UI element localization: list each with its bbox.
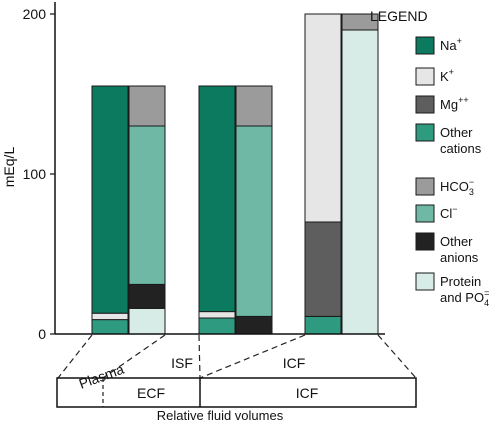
bar-segment-na bbox=[198, 85, 236, 313]
legend-label-prot: Protein and PO4= bbox=[440, 274, 489, 308]
connector-line bbox=[57, 334, 93, 379]
bar-segment-oc bbox=[198, 317, 236, 335]
legend-swatch-k bbox=[415, 67, 435, 86]
legend-label-mg: Mg++ bbox=[440, 95, 469, 112]
connector-line bbox=[199, 334, 306, 379]
volume-segment-label: ECF bbox=[137, 385, 165, 401]
legend-swatch-cl bbox=[415, 204, 435, 223]
volume-bar-caption: Relative fluid volumes bbox=[157, 408, 284, 423]
bar-segment-hco3 bbox=[341, 13, 379, 31]
legend-title: LEGEND bbox=[370, 8, 428, 24]
bars-layer bbox=[91, 13, 379, 335]
compartment-label: Plasma bbox=[77, 361, 127, 392]
legend-label-cl: Cl− bbox=[440, 204, 458, 221]
y-ticks: 0 100 200 bbox=[23, 6, 55, 342]
bar-segment-cl bbox=[235, 125, 273, 317]
bar-segment-oa bbox=[128, 283, 166, 309]
connector-lines bbox=[57, 334, 417, 379]
legend-swatch-mg bbox=[415, 95, 435, 114]
volume-bar: ECF ICF bbox=[56, 377, 417, 408]
legend-label-na: Na+ bbox=[440, 36, 462, 53]
bar-segment-prot bbox=[341, 29, 379, 335]
legend-swatch-prot bbox=[415, 272, 435, 291]
legend: LEGEND Na+ K+ Mg++ Other cations HCO3− Cl− Othe… bbox=[370, 8, 489, 308]
connector-line bbox=[377, 334, 417, 379]
bar-segment-na bbox=[91, 85, 129, 314]
legend-label-hco3: HCO3− bbox=[440, 177, 474, 197]
connector-line bbox=[102, 334, 166, 379]
bar-segment-prot bbox=[128, 307, 166, 335]
bar-segment-mg bbox=[304, 221, 342, 317]
bar-segment-cl bbox=[128, 125, 166, 285]
bar-segment-k bbox=[91, 312, 129, 321]
volume-segment-label: ICF bbox=[296, 385, 319, 401]
compartment-labels: Plasma ISF ICF bbox=[77, 355, 306, 392]
bar-segment-hco3 bbox=[128, 85, 166, 127]
legend-swatch-oc bbox=[415, 123, 435, 142]
bar-segment-k bbox=[304, 13, 342, 223]
compartment-label: ICF bbox=[283, 355, 306, 371]
y-tick-label: 100 bbox=[23, 166, 47, 182]
connector-line bbox=[198, 334, 201, 379]
compartment-label: ISF bbox=[171, 355, 193, 371]
bar-segment-oc bbox=[304, 315, 342, 335]
bar-segment-oc bbox=[91, 319, 129, 335]
bar-segment-k bbox=[198, 311, 236, 319]
legend-label-oc: Other cations bbox=[440, 125, 482, 156]
bar-segment-oa bbox=[235, 315, 273, 335]
volume-bar-frame bbox=[56, 377, 417, 408]
y-axis: 0 100 200 mEq/L bbox=[1, 2, 56, 342]
legend-swatch-oa bbox=[415, 232, 435, 251]
legend-label-oa: Other anions bbox=[440, 234, 479, 265]
legend-label-k: K+ bbox=[440, 67, 454, 84]
bar-segment-hco3 bbox=[235, 85, 273, 127]
y-axis-label: mEq/L bbox=[1, 147, 17, 188]
y-tick-label: 0 bbox=[38, 326, 46, 342]
y-tick-label: 200 bbox=[23, 6, 47, 22]
legend-swatch-na bbox=[415, 36, 435, 55]
legend-swatch-hco3 bbox=[415, 177, 435, 196]
